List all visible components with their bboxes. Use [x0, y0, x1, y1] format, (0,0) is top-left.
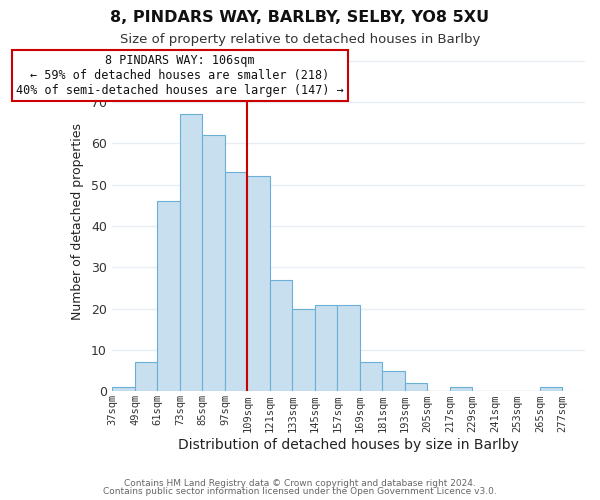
- Bar: [112, 387, 135, 392]
- Text: Contains public sector information licensed under the Open Government Licence v3: Contains public sector information licen…: [103, 487, 497, 496]
- Bar: [540, 387, 562, 392]
- Bar: [247, 176, 270, 392]
- Bar: [315, 304, 337, 392]
- Bar: [135, 362, 157, 392]
- Bar: [225, 172, 247, 392]
- Bar: [337, 304, 360, 392]
- Bar: [270, 280, 292, 392]
- Bar: [202, 135, 225, 392]
- Text: Contains HM Land Registry data © Crown copyright and database right 2024.: Contains HM Land Registry data © Crown c…: [124, 478, 476, 488]
- Bar: [405, 383, 427, 392]
- Text: 8, PINDARS WAY, BARLBY, SELBY, YO8 5XU: 8, PINDARS WAY, BARLBY, SELBY, YO8 5XU: [110, 10, 490, 25]
- Y-axis label: Number of detached properties: Number of detached properties: [71, 124, 84, 320]
- Text: 8 PINDARS WAY: 106sqm
← 59% of detached houses are smaller (218)
40% of semi-det: 8 PINDARS WAY: 106sqm ← 59% of detached …: [16, 54, 344, 96]
- Bar: [382, 370, 405, 392]
- X-axis label: Distribution of detached houses by size in Barlby: Distribution of detached houses by size …: [178, 438, 519, 452]
- Bar: [180, 114, 202, 392]
- Bar: [292, 308, 315, 392]
- Text: Size of property relative to detached houses in Barlby: Size of property relative to detached ho…: [120, 32, 480, 46]
- Bar: [360, 362, 382, 392]
- Bar: [450, 387, 472, 392]
- Bar: [157, 201, 180, 392]
